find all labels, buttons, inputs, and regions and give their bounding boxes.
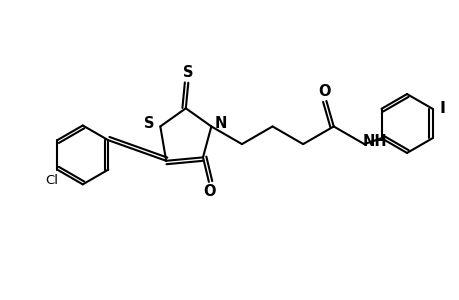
Text: O: O <box>318 84 330 99</box>
Text: S: S <box>183 65 193 80</box>
Text: I: I <box>438 101 444 116</box>
Text: S: S <box>144 116 154 131</box>
Text: Cl: Cl <box>45 174 58 187</box>
Text: NH: NH <box>362 134 386 149</box>
Text: N: N <box>214 116 227 131</box>
Text: O: O <box>203 184 215 199</box>
